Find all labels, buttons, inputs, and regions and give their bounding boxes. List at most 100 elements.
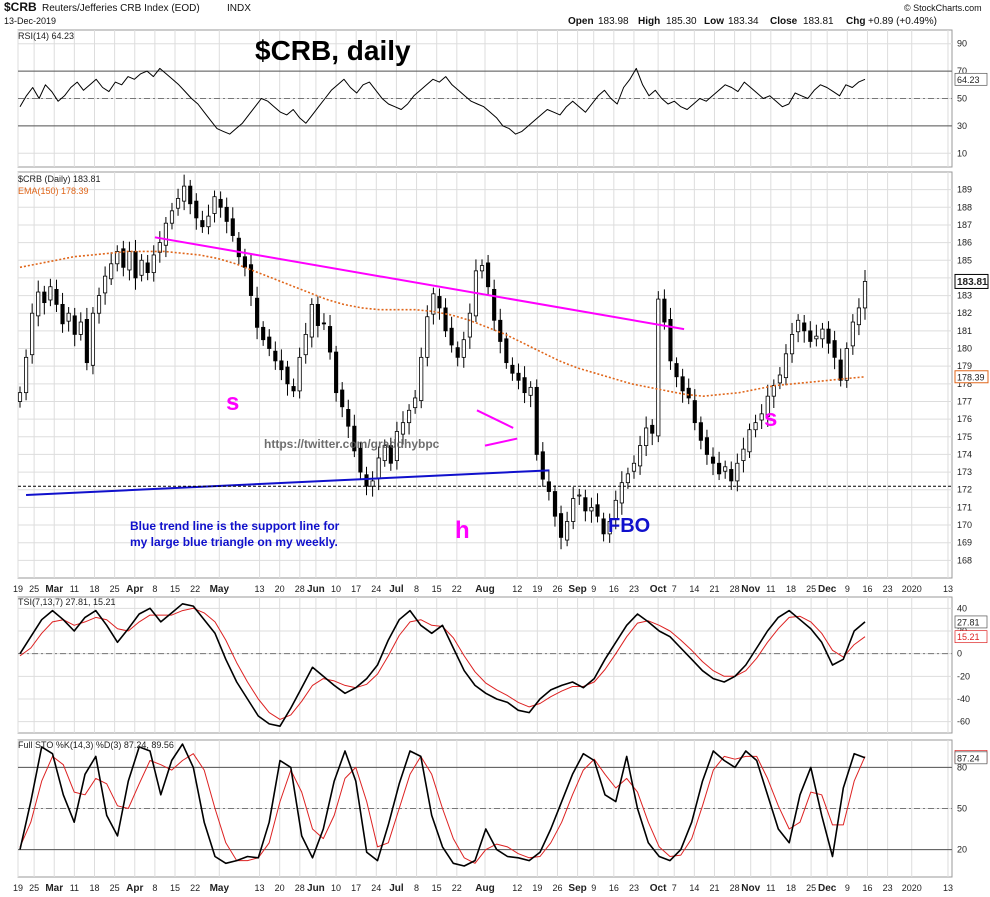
price-ytick-20: 188 [957, 202, 972, 212]
tsi-ytick-3: 0 [957, 649, 962, 659]
flag-upper-trendline [476, 409, 514, 429]
xaxis-2-label-42: 23 [883, 883, 893, 893]
rsi-ytick-2: 50 [957, 94, 967, 104]
candle-body-66 [419, 356, 424, 401]
xaxis-2-label-8: 15 [170, 883, 180, 893]
candle-body-32 [212, 196, 217, 214]
candle-body-9 [72, 315, 77, 335]
head-label: h [455, 517, 470, 544]
xaxis-1-label-35: Nov [741, 584, 760, 595]
tsi-ytick-2: -20 [957, 671, 970, 681]
xaxis-2-label-25: 26 [552, 883, 562, 893]
candle-body-55 [352, 425, 357, 452]
candle-body-95 [595, 504, 600, 517]
candle-body-118 [735, 462, 740, 482]
candle-body-78 [492, 288, 497, 321]
xaxis-2-label-12: 20 [275, 883, 285, 893]
xaxis-1-label-4: 18 [89, 584, 99, 594]
candle-body-33 [218, 198, 223, 208]
chart-date: 13-Dec-2019 [4, 16, 56, 26]
candle-body-85 [534, 386, 539, 455]
price-ytick-6: 174 [957, 449, 972, 459]
price-ytick-8: 176 [957, 414, 972, 424]
candle-body-23 [157, 242, 162, 253]
price-ytick-5: 173 [957, 467, 972, 477]
candle-body-60 [382, 445, 387, 462]
rsi-last-label: 64.23 [957, 75, 980, 85]
xaxis-1-label-17: 24 [371, 584, 381, 594]
price-ytick-9: 177 [957, 396, 972, 406]
candle-body-74 [467, 312, 472, 338]
candle-body-1 [24, 356, 29, 394]
candle-body-124 [771, 385, 776, 397]
candle-body-42 [273, 350, 278, 362]
candle-body-62 [394, 431, 399, 462]
sto-k-box [954, 751, 988, 765]
candle-body-50 [321, 322, 327, 325]
xaxis-1-label-16: 17 [351, 584, 361, 594]
price-ytick-3: 171 [957, 502, 972, 512]
price-ytick-10: 178 [957, 379, 972, 389]
rsi-last-box [954, 72, 988, 86]
xaxis-1-label-29: 23 [629, 584, 639, 594]
candle-body-138 [856, 307, 861, 326]
candle-body-103 [644, 427, 649, 447]
open-label: Open [568, 16, 594, 27]
xaxis-1-label-33: 21 [709, 584, 719, 594]
xaxis-1-label-0: 19 [13, 584, 23, 594]
xaxis-2-label-3: 11 [70, 883, 79, 893]
candle-body-16 [115, 251, 120, 265]
candle-body-18 [127, 251, 132, 271]
candle-body-90 [565, 521, 570, 541]
high-label: High [638, 16, 660, 27]
candle-body-19 [133, 251, 138, 279]
exchange: INDX [227, 3, 251, 14]
candle-body-67 [425, 316, 430, 358]
candle-body-39 [255, 297, 260, 328]
candle-body-43 [279, 360, 284, 371]
candle-body-80 [504, 338, 509, 364]
candle-body-63 [400, 422, 406, 435]
xaxis-2-label-4: 18 [89, 883, 99, 893]
candle-body-13 [96, 295, 102, 314]
candle-body-105 [656, 298, 661, 437]
xaxis-2-label-33: 21 [709, 883, 719, 893]
tsi-signal-label: 15.21 [957, 632, 980, 642]
candle-body-114 [710, 456, 716, 464]
price-ytick-18: 186 [957, 238, 972, 248]
sto-d-line [19, 753, 866, 864]
candle-body-86 [540, 451, 545, 480]
candle-body-130 [808, 330, 813, 342]
candle-body-83 [522, 377, 527, 394]
candle-body-106 [662, 298, 667, 323]
price-ytick-12: 180 [957, 344, 972, 354]
rsi-line [19, 67, 866, 135]
candle-body-109 [680, 376, 685, 392]
stochastic-panel: 20508089.5687.24 [17, 739, 988, 878]
xaxis-2-label-16: 17 [351, 883, 361, 893]
candle-body-37 [242, 256, 247, 268]
candle-body-53 [340, 389, 345, 408]
xaxis-1-label-21: 22 [452, 584, 462, 594]
xaxis-2-label-19: 8 [414, 883, 419, 893]
candle-body-127 [789, 333, 795, 355]
sto-legend: Full STO %K(14,3) %D(3) 87.24, 89.56 [18, 740, 174, 750]
candle-body-122 [759, 413, 764, 421]
candle-body-24 [163, 222, 168, 246]
xaxis-2-label-24: 19 [532, 883, 542, 893]
candle-body-112 [698, 422, 703, 441]
xaxis-1-label-34: 28 [730, 584, 740, 594]
tsi-last-label: 27.81 [957, 617, 980, 627]
candle-body-121 [753, 422, 758, 431]
sto-ytick-0: 20 [957, 845, 967, 855]
candle-body-123 [765, 395, 770, 417]
xaxis-1-label-10: May [210, 584, 230, 595]
rsi-ytick-3: 70 [957, 66, 967, 76]
candle-body-64 [407, 409, 412, 424]
candle-body-137 [850, 321, 855, 347]
xaxis-1-label-5: 25 [110, 584, 120, 594]
date-axis-lower: 19 25 Mar 11 18 25 Apr 8 15 22 May 13 20 28 Jun 10 17 24 J… [13, 883, 953, 894]
xaxis-2-label-40: 9 [845, 883, 850, 893]
